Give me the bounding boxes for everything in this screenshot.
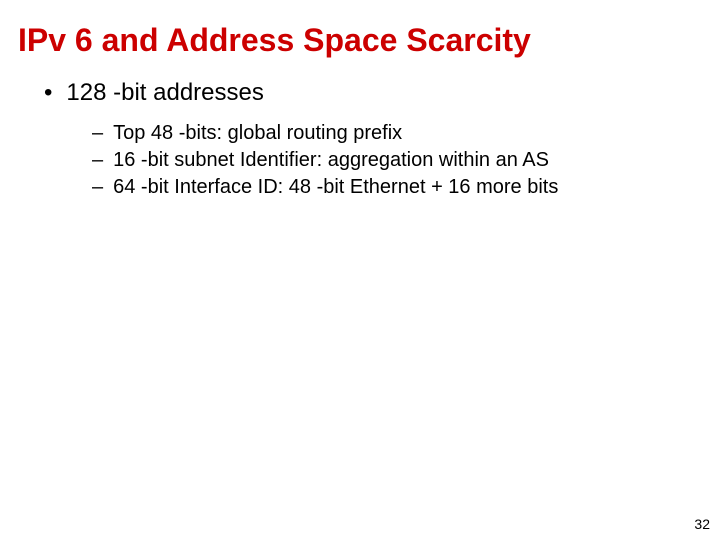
bullet-level1-marker: • bbox=[44, 79, 52, 108]
dash-icon: – bbox=[92, 176, 103, 199]
dash-icon: – bbox=[92, 122, 103, 145]
sub-bullet-list: – Top 48 -bits: global routing prefix – … bbox=[92, 122, 702, 199]
sub-bullet-item: – 16 -bit subnet Identifier: aggregation… bbox=[92, 149, 702, 172]
bullet-level1: • 128 -bit addresses bbox=[44, 79, 702, 108]
dash-icon: – bbox=[92, 149, 103, 172]
bullet-level1-text: 128 -bit addresses bbox=[66, 79, 263, 108]
sub-bullet-text: 64 -bit Interface ID: 48 -bit Ethernet +… bbox=[113, 176, 558, 199]
sub-bullet-item: – 64 -bit Interface ID: 48 -bit Ethernet… bbox=[92, 176, 702, 199]
slide: IPv 6 and Address Space Scarcity • 128 -… bbox=[0, 0, 720, 540]
sub-bullet-item: – Top 48 -bits: global routing prefix bbox=[92, 122, 702, 145]
sub-bullet-text: 16 -bit subnet Identifier: aggregation w… bbox=[113, 149, 549, 172]
sub-bullet-text: Top 48 -bits: global routing prefix bbox=[113, 122, 402, 145]
page-number: 32 bbox=[694, 516, 710, 532]
slide-title: IPv 6 and Address Space Scarcity bbox=[18, 22, 702, 59]
